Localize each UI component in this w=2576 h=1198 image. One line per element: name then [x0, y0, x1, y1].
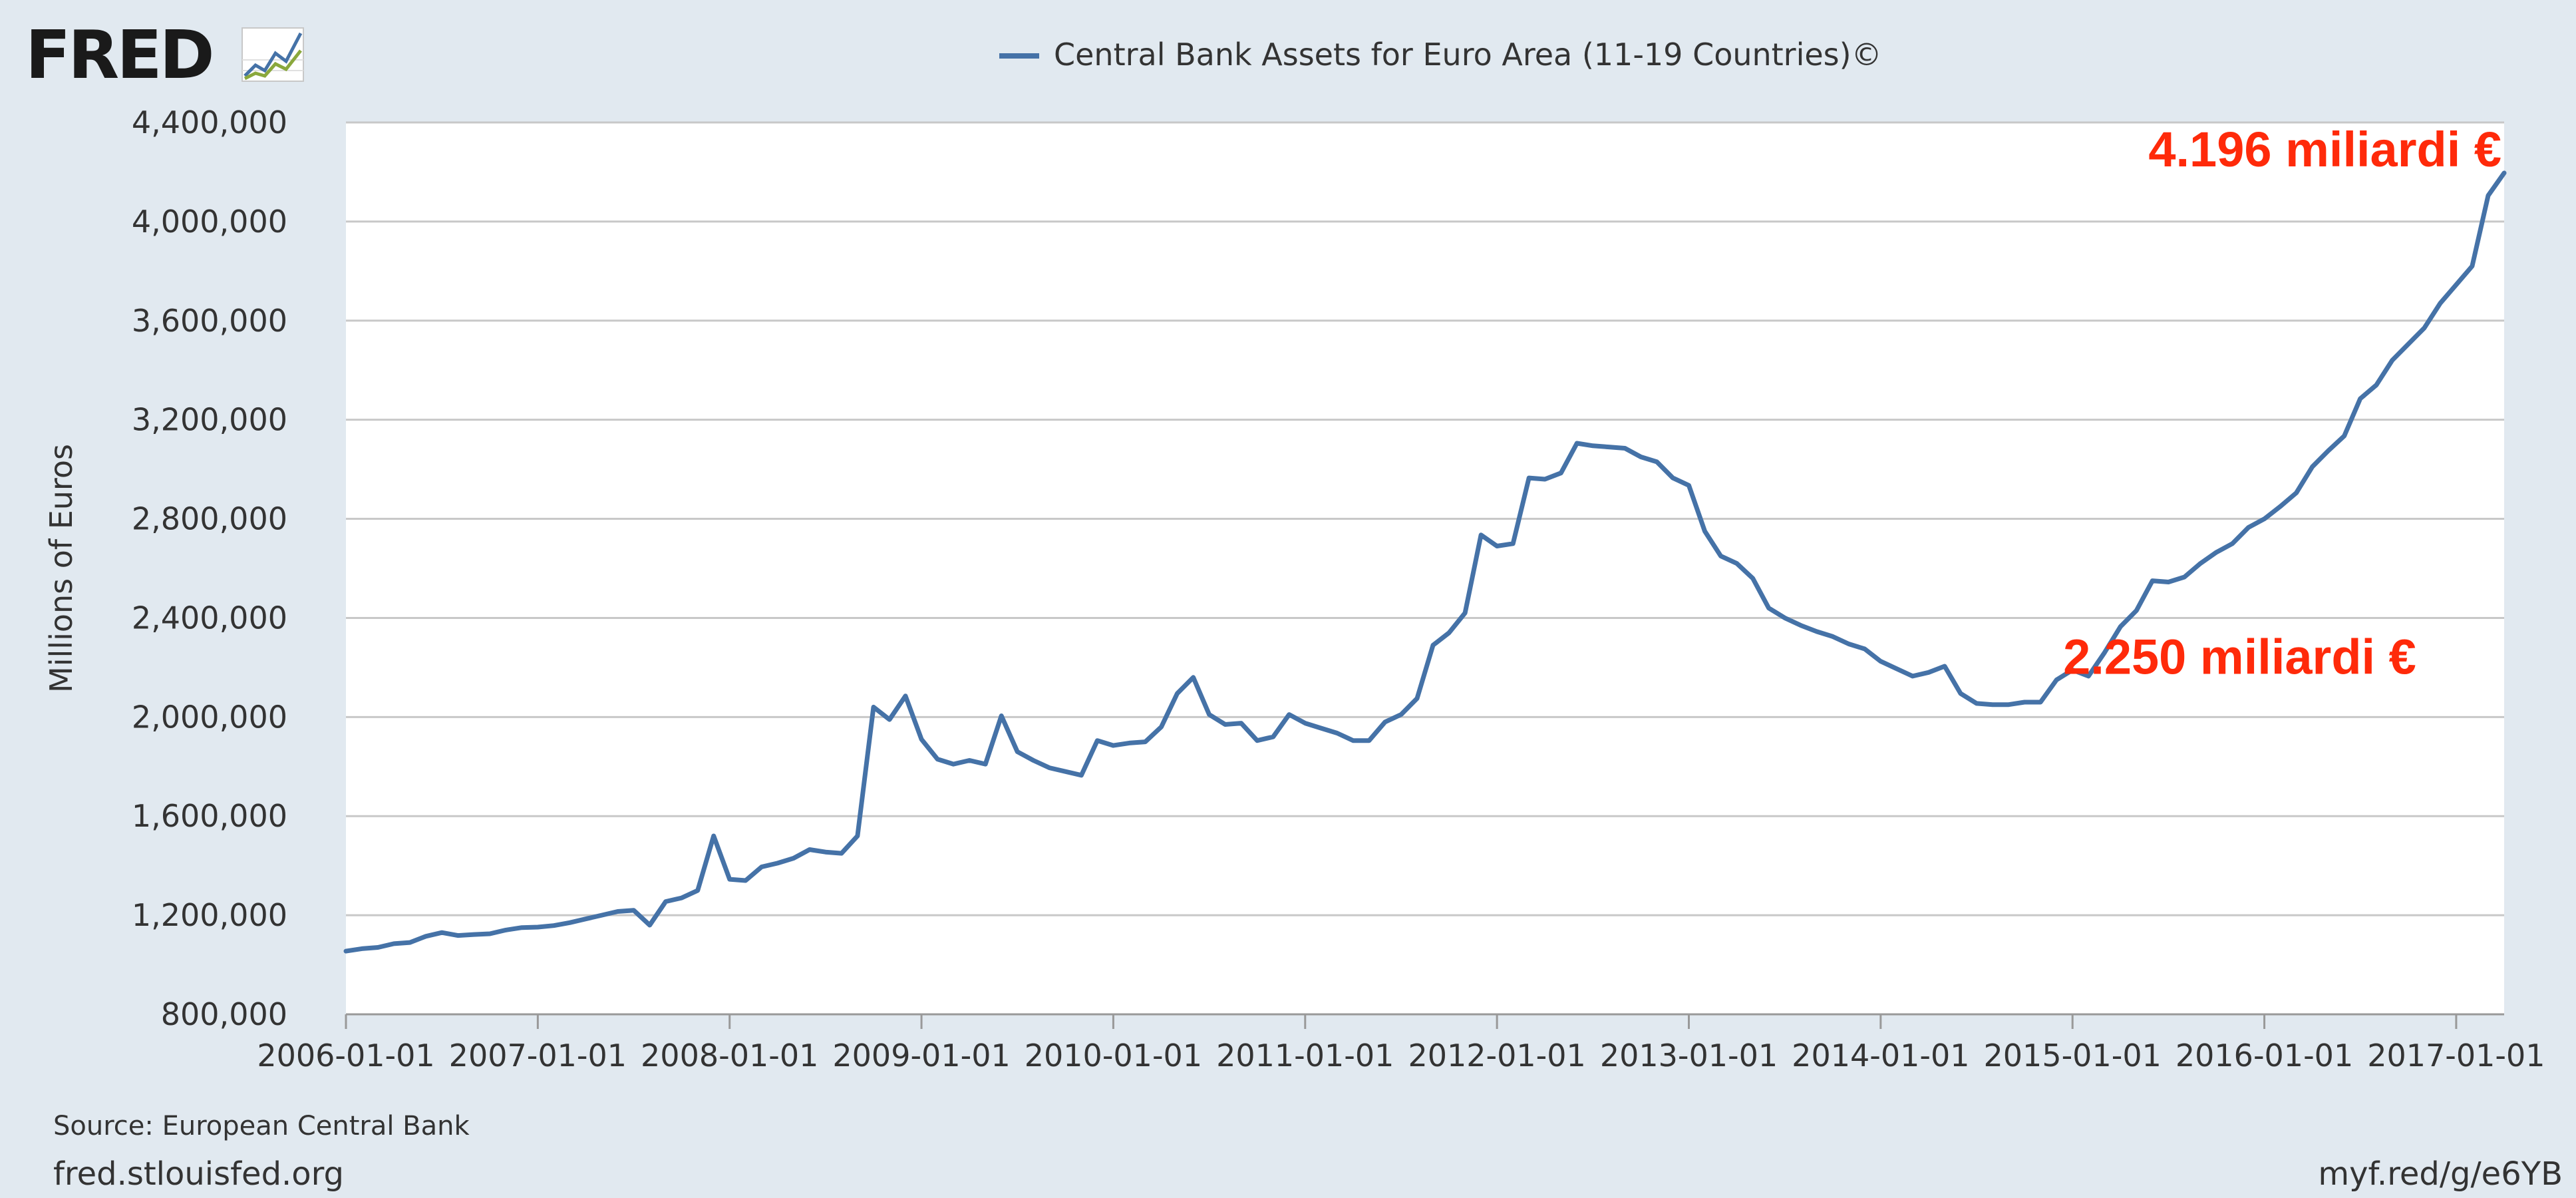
x-tick-label: 2010-01-01 — [1025, 1038, 1202, 1074]
y-tick-label: 1,200,000 — [132, 897, 287, 933]
site-link[interactable]: fred.stlouisfed.org — [53, 1155, 344, 1193]
x-axis: 2006-01-01 2007-01-01 2008-01-01 2009-01-01… — [257, 1013, 2545, 1074]
y-tick-label: 3,200,000 — [132, 402, 287, 438]
y-axis-label: Millions of Euros — [43, 444, 79, 693]
x-tick-label: 2014-01-01 — [1792, 1038, 1969, 1074]
y-tick-label: 2,800,000 — [132, 501, 287, 537]
grid — [346, 121, 2504, 1016]
y-tick-label: 4,400,000 — [132, 104, 287, 140]
annotations: 4.196 miliardi € 2.250 miliardi € — [2063, 122, 2501, 684]
y-tick-label: 3,600,000 — [132, 303, 287, 339]
legend: Central Bank Assets for Euro Area (11-19… — [999, 37, 1882, 73]
short-link[interactable]: myf.red/g/e6YB — [2318, 1155, 2563, 1193]
source-text: Source: European Central Bank — [53, 1111, 470, 1141]
y-tick-label: 2,400,000 — [132, 600, 287, 636]
x-tick-label: 2012-01-01 — [1408, 1038, 1585, 1074]
plot-area — [346, 122, 2504, 1014]
x-tick-label: 2015-01-01 — [1984, 1038, 2162, 1074]
annotation-label: 4.196 miliardi € — [2148, 122, 2501, 177]
fred-logo[interactable]: FRED — [25, 16, 304, 94]
y-tick-label: 800,000 — [161, 996, 287, 1032]
fred-logo-chart-icon — [242, 27, 304, 82]
legend-label: Central Bank Assets for Euro Area (11-19… — [1054, 37, 1882, 73]
x-tick-label: 2016-01-01 — [2175, 1038, 2353, 1074]
x-tick-label: 2011-01-01 — [1216, 1038, 1394, 1074]
series-line — [343, 170, 2507, 954]
y-tick-label: 4,000,000 — [132, 204, 287, 240]
x-tick-label: 2007-01-01 — [449, 1038, 627, 1074]
x-tick-label: 2006-01-01 — [257, 1038, 434, 1074]
y-axis: 800,000 1,200,000 1,600,000 2,000,000 2,400,… — [132, 104, 287, 1032]
series-group — [343, 170, 2507, 954]
y-tick-label: 2,000,000 — [132, 699, 287, 735]
x-tick-label: 2008-01-01 — [641, 1038, 818, 1074]
x-tick-label: 2009-01-01 — [832, 1038, 1010, 1074]
x-tick-label: 2013-01-01 — [1600, 1038, 1778, 1074]
fred-logo-text: FRED — [25, 16, 212, 94]
x-tick-label: 2017-01-01 — [2367, 1038, 2545, 1074]
y-tick-label: 1,600,000 — [132, 798, 287, 834]
annotation-label: 2.250 miliardi € — [2063, 629, 2416, 684]
